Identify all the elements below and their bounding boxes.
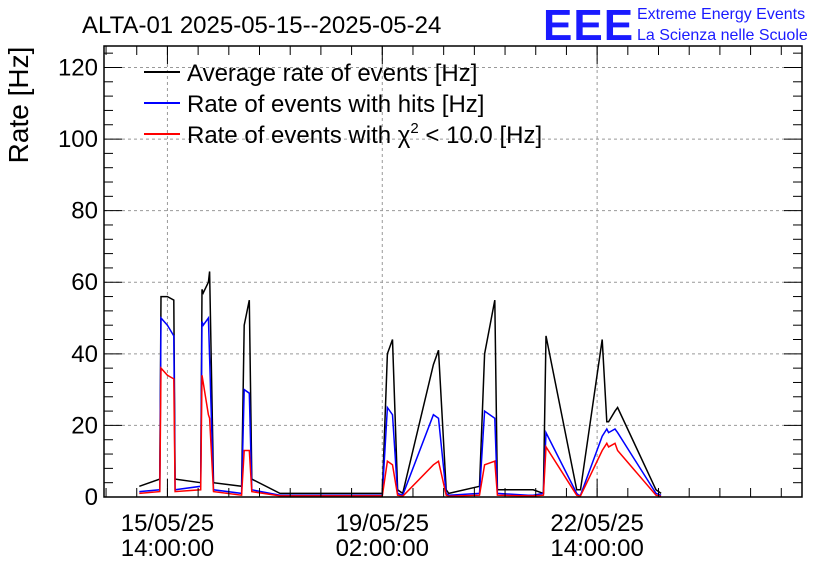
y-tick-label: 80 — [71, 198, 98, 225]
legend: Average rate of events [Hz] Rate of even… — [144, 60, 542, 149]
series-lines — [139, 271, 662, 498]
y-tick-label: 0 — [85, 484, 98, 511]
legend-chi2-sup: 2 — [410, 120, 418, 137]
series-line-0 — [139, 271, 662, 495]
y-axis-label: Rate [Hz] — [3, 47, 34, 164]
legend-chi2-prefix: Rate of events with χ — [187, 122, 411, 149]
logo-line1: Extreme Energy Events — [637, 6, 805, 23]
y-tick-label: 40 — [71, 341, 98, 368]
y-tick-label: 60 — [71, 269, 98, 296]
legend-label-hits: Rate of events with hits [Hz] — [187, 91, 484, 118]
y-tick-label: 120 — [58, 54, 98, 81]
y-ticks: 0 20 40 60 80 100 120 — [58, 52, 802, 511]
plot-frame-rect — [103, 45, 803, 498]
chart-title: ALTA-01 2025-05-15--2025-05-24 — [82, 12, 441, 39]
plot-frame — [103, 45, 803, 498]
x-tick-time: 02:00:00 — [336, 535, 429, 562]
x-tick-time: 14:00:00 — [550, 535, 643, 562]
eee-logo: EEE Extreme Energy Events La Scienza nel… — [543, 1, 808, 50]
x-tick-date: 22/05/25 — [550, 510, 643, 537]
x-tick-time: 14:00:00 — [121, 535, 214, 562]
y-tick-label: 100 — [58, 126, 98, 153]
logo-letters: EEE — [543, 1, 634, 50]
grid-lines — [104, 46, 802, 497]
legend-label-chi2: Rate of events with χ2 < 10.0 [Hz] — [187, 120, 542, 149]
x-ticks: 15/05/2514:00:0019/05/2502:00:0022/05/25… — [105, 46, 782, 562]
x-tick-date: 19/05/25 — [336, 510, 429, 537]
legend-chi2-suffix: < 10.0 [Hz] — [419, 122, 542, 149]
legend-label-average: Average rate of events [Hz] — [187, 60, 477, 87]
y-tick-label: 20 — [71, 412, 98, 439]
logo-line2: La Scienza nelle Scuole — [637, 27, 808, 44]
x-tick-date: 15/05/25 — [121, 510, 214, 537]
